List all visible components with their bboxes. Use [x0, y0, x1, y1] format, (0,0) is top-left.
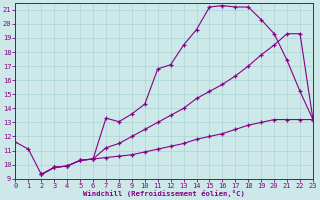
X-axis label: Windchill (Refroidissement éolien,°C): Windchill (Refroidissement éolien,°C) [83, 190, 245, 197]
